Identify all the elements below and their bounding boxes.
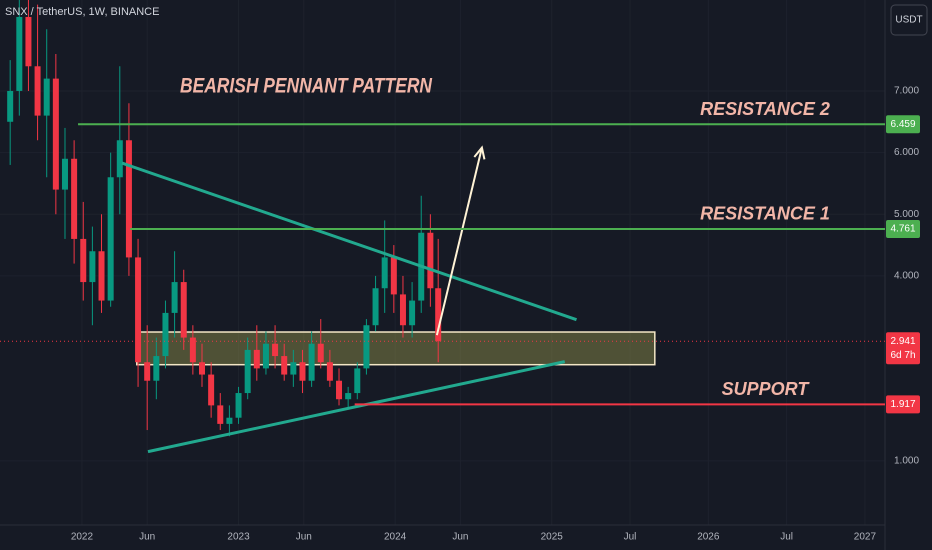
- candle-body: [253, 349, 260, 369]
- candle-body: [345, 393, 352, 400]
- candle-body: [281, 356, 288, 375]
- arrow-head: [473, 145, 486, 160]
- candle-body: [235, 393, 242, 418]
- price-tag-label: 6.459: [890, 119, 915, 130]
- candle-body: [80, 238, 87, 283]
- candle-body: [372, 288, 379, 326]
- chart-title: SNX / TetherUS, 1W, BINANCE: [5, 6, 159, 18]
- candle-body: [98, 251, 105, 301]
- candle-body: [25, 16, 32, 67]
- currency[interactable]: USDT: [895, 15, 922, 26]
- candle-body: [381, 257, 388, 289]
- candle-body: [208, 374, 215, 406]
- price-tag-label: 4.761: [890, 224, 915, 235]
- candle-body: [363, 325, 370, 369]
- x-tick-label: Jul: [780, 532, 793, 543]
- candle-body: [326, 362, 333, 381]
- candle-body: [34, 66, 41, 116]
- candle-body: [399, 294, 406, 326]
- price-tag: [886, 115, 920, 134]
- x-tick-label: 2023: [227, 532, 250, 543]
- candle-body: [71, 158, 78, 239]
- trendline: [147, 360, 566, 454]
- price-tag: [886, 219, 920, 238]
- support-zone: [136, 331, 656, 366]
- x-tick-label: 2026: [697, 532, 720, 543]
- candle-body: [107, 177, 114, 301]
- candle-body: [171, 282, 178, 313]
- candle-body: [244, 349, 251, 394]
- candle-body: [7, 90, 14, 122]
- price-tag-label: 1.917: [890, 399, 915, 410]
- level-label: RESISTANCE 1: [700, 204, 830, 224]
- y-tick-label: 7.000: [894, 86, 919, 97]
- candle-body: [135, 257, 142, 363]
- candle-body: [390, 257, 397, 295]
- currency-box[interactable]: [890, 4, 928, 36]
- candle-body: [61, 158, 68, 190]
- candle-body: [16, 16, 23, 91]
- candle-body: [153, 356, 160, 381]
- countdown: 6d 7h: [890, 350, 915, 361]
- candle-body: [317, 343, 324, 363]
- candle-body: [226, 417, 233, 424]
- candle-body: [354, 368, 361, 394]
- level-label: RESISTANCE 2: [700, 99, 830, 119]
- x-tick-label: Jun: [296, 532, 312, 543]
- y-tick-label: 4.000: [894, 271, 919, 282]
- candle-body: [180, 282, 187, 338]
- candle-body: [299, 362, 306, 381]
- trendline: [121, 161, 578, 322]
- y-tick-label: 5.000: [894, 209, 919, 220]
- plot-area: [7, 0, 656, 454]
- candle-body: [89, 251, 96, 283]
- candle-body: [336, 380, 343, 400]
- arrow: [435, 147, 483, 336]
- level-label: SUPPORT: [722, 379, 811, 399]
- candle-body: [308, 343, 315, 381]
- x-tick-label: 2022: [71, 532, 94, 543]
- candle-body: [116, 140, 123, 178]
- x-tick-label: 2024: [384, 532, 407, 543]
- candle-body: [409, 300, 416, 326]
- x-tick-label: Jul: [624, 532, 637, 543]
- x-tick-label: 2027: [854, 532, 877, 543]
- candle-body: [52, 78, 59, 190]
- candle-body: [162, 312, 169, 357]
- last-price-tag: [886, 332, 920, 365]
- x-tick-label: Jun: [452, 532, 468, 543]
- y-tick-label: 1.000: [894, 456, 919, 467]
- candle-body: [217, 405, 224, 424]
- candle-body: [125, 140, 132, 258]
- candle-body: [189, 337, 196, 363]
- last-price-label: 2.941: [890, 336, 915, 347]
- candle-body: [199, 362, 206, 375]
- candle-body: [262, 343, 269, 369]
- candle-body: [290, 362, 297, 375]
- x-tick-label: Jun: [139, 532, 155, 543]
- candle-body: [272, 343, 279, 357]
- candle-body: [43, 78, 50, 116]
- price-tag: [886, 395, 920, 414]
- candle-body: [427, 232, 434, 289]
- pattern-annotation: BEARISH PENNANT PATTERN: [180, 75, 433, 98]
- candle-body: [435, 288, 442, 342]
- candle-body: [144, 362, 151, 381]
- x-tick-label: 2025: [541, 532, 564, 543]
- y-tick-label: 6.000: [894, 147, 919, 158]
